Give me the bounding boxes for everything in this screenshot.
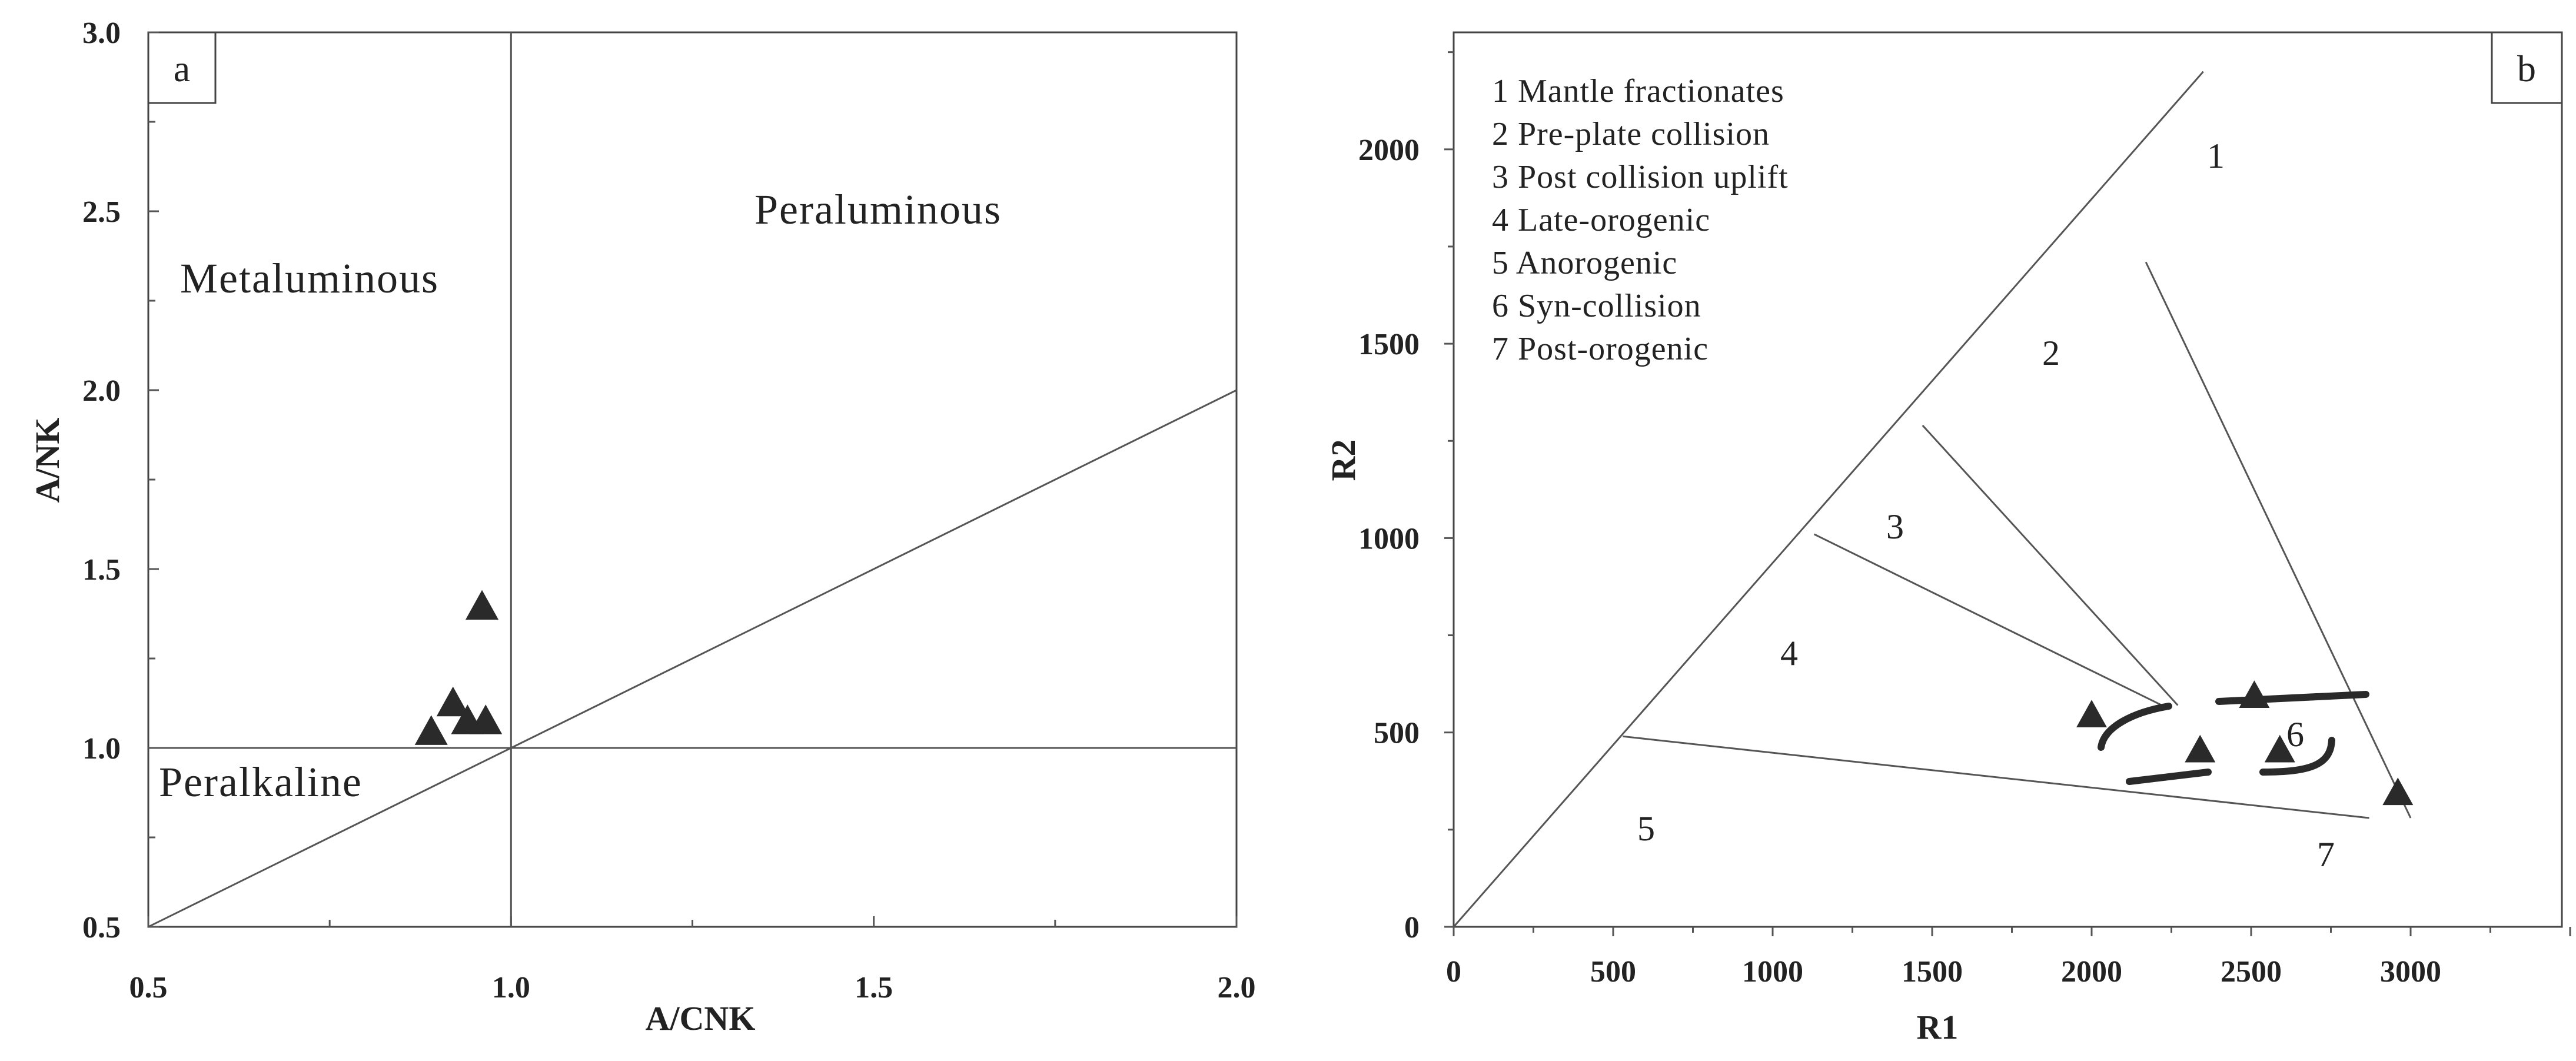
x-tick-label: 2000 [2061, 955, 2122, 989]
boundary-lines-b [1452, 71, 2412, 927]
panel-label-a: a [174, 48, 190, 89]
field-6-curves [2098, 691, 2369, 785]
boundary-line [148, 389, 1237, 928]
region-number-4: 4 [1780, 634, 1798, 673]
boundary-line [1813, 533, 2162, 706]
legend-item-2: 2 Pre-plate collision [1492, 116, 1770, 152]
x-tick-label: 0 [1446, 955, 1461, 989]
region-number-3: 3 [1886, 507, 1904, 546]
y-tick-label: 1.0 [82, 732, 121, 766]
panel-a: a Metaluminous Peraluminous Peralkaline … [28, 16, 1256, 1037]
data-point [436, 686, 470, 717]
region-label-peraluminous: Peraluminous [754, 186, 1002, 233]
boundary-line [2145, 261, 2412, 819]
panel-label-box-a [147, 31, 217, 104]
y-axis-label-b: R2 [1324, 440, 1362, 481]
x-axis-label-b: R1 [1917, 1008, 1959, 1046]
boundary-line [1452, 71, 2204, 927]
boundary-lines-a [148, 32, 1237, 928]
region-number-1: 1 [2207, 137, 2225, 175]
legend-b: 1 Mantle fractionates 2 Pre-plate collis… [1492, 73, 1789, 367]
plot-frame-b [1452, 31, 2563, 928]
region-number-7: 7 [2317, 835, 2335, 874]
data-points-a [414, 590, 503, 745]
data-point [2185, 734, 2216, 763]
y-tick-label: 1500 [1358, 328, 1420, 361]
y-tick-label: 0.5 [82, 911, 121, 944]
panel-b: b 1 Mantle fractionates 2 Pre-plate coll… [1324, 31, 2571, 1046]
x-axis-label-a: A/CNK [646, 999, 756, 1037]
x-tick-label: 2500 [2221, 955, 2282, 989]
region-number-5: 5 [1637, 809, 1655, 848]
region-label-peralkaline: Peralkaline [159, 759, 363, 806]
x-tick-label: 500 [1590, 955, 1636, 989]
curve-top [2215, 691, 2369, 705]
data-point [414, 715, 448, 745]
y-tick-label: 0 [1404, 911, 1420, 944]
legend-item-7: 7 Post-orogenic [1492, 331, 1709, 367]
x-tick-label: 0.5 [129, 971, 168, 1005]
data-points-b [2076, 680, 2414, 806]
data-point [469, 704, 503, 734]
boundary-line [1922, 424, 2179, 706]
curve-bottom-right [2259, 737, 2335, 776]
boundary-line [1623, 735, 2369, 819]
panel-label-b: b [2517, 48, 2536, 89]
y-tick-label: 1.5 [82, 553, 121, 587]
legend-item-6: 6 Syn-collision [1492, 288, 1701, 324]
y-tick-label: 3.0 [82, 16, 121, 50]
y-ticks-b: 0 500 1000 1500 2000 [1358, 51, 1454, 944]
x-ticks-b: 0 500 1000 1500 2000 2500 3000 [1446, 927, 2571, 989]
panel-label-box-b [2491, 31, 2563, 104]
x-tick-label: 2.0 [1218, 971, 1256, 1005]
y-tick-label: 2.0 [82, 374, 121, 408]
data-point [466, 590, 499, 620]
y-axis-label-a: A/NK [28, 418, 67, 503]
x-tick-label: 1500 [1902, 955, 1963, 989]
legend-item-1: 1 Mantle fractionates [1492, 73, 1784, 109]
legend-item-5: 5 Anorogenic [1492, 245, 1677, 281]
data-point [2076, 700, 2107, 728]
data-point [2382, 777, 2414, 806]
legend-item-3: 3 Post collision uplift [1492, 159, 1789, 195]
x-tick-label: 3000 [2380, 955, 2441, 989]
legend-item-4: 4 Late-orogenic [1492, 202, 1710, 238]
region-label-metaluminous: Metaluminous [180, 255, 439, 302]
x-tick-label: 1.5 [855, 971, 893, 1005]
y-tick-label: 500 [1374, 717, 1420, 750]
y-ticks-a: 0.5 1.0 1.5 2.0 2.5 3.0 [82, 16, 159, 944]
curve-bottom-left [2126, 769, 2212, 785]
x-ticks-a: 0.5 1.0 1.5 2.0 [129, 916, 1256, 1005]
x-tick-label: 1.0 [492, 971, 530, 1005]
curve-left [2098, 703, 2172, 751]
y-tick-label: 1000 [1358, 522, 1420, 556]
y-tick-label: 2.5 [82, 195, 121, 229]
x-tick-label: 1000 [1742, 955, 1803, 989]
data-point [2239, 680, 2270, 709]
region-number-6: 6 [2286, 715, 2304, 754]
data-point [2264, 734, 2295, 763]
region-number-2: 2 [2042, 334, 2060, 372]
y-tick-label: 2000 [1358, 134, 1420, 167]
